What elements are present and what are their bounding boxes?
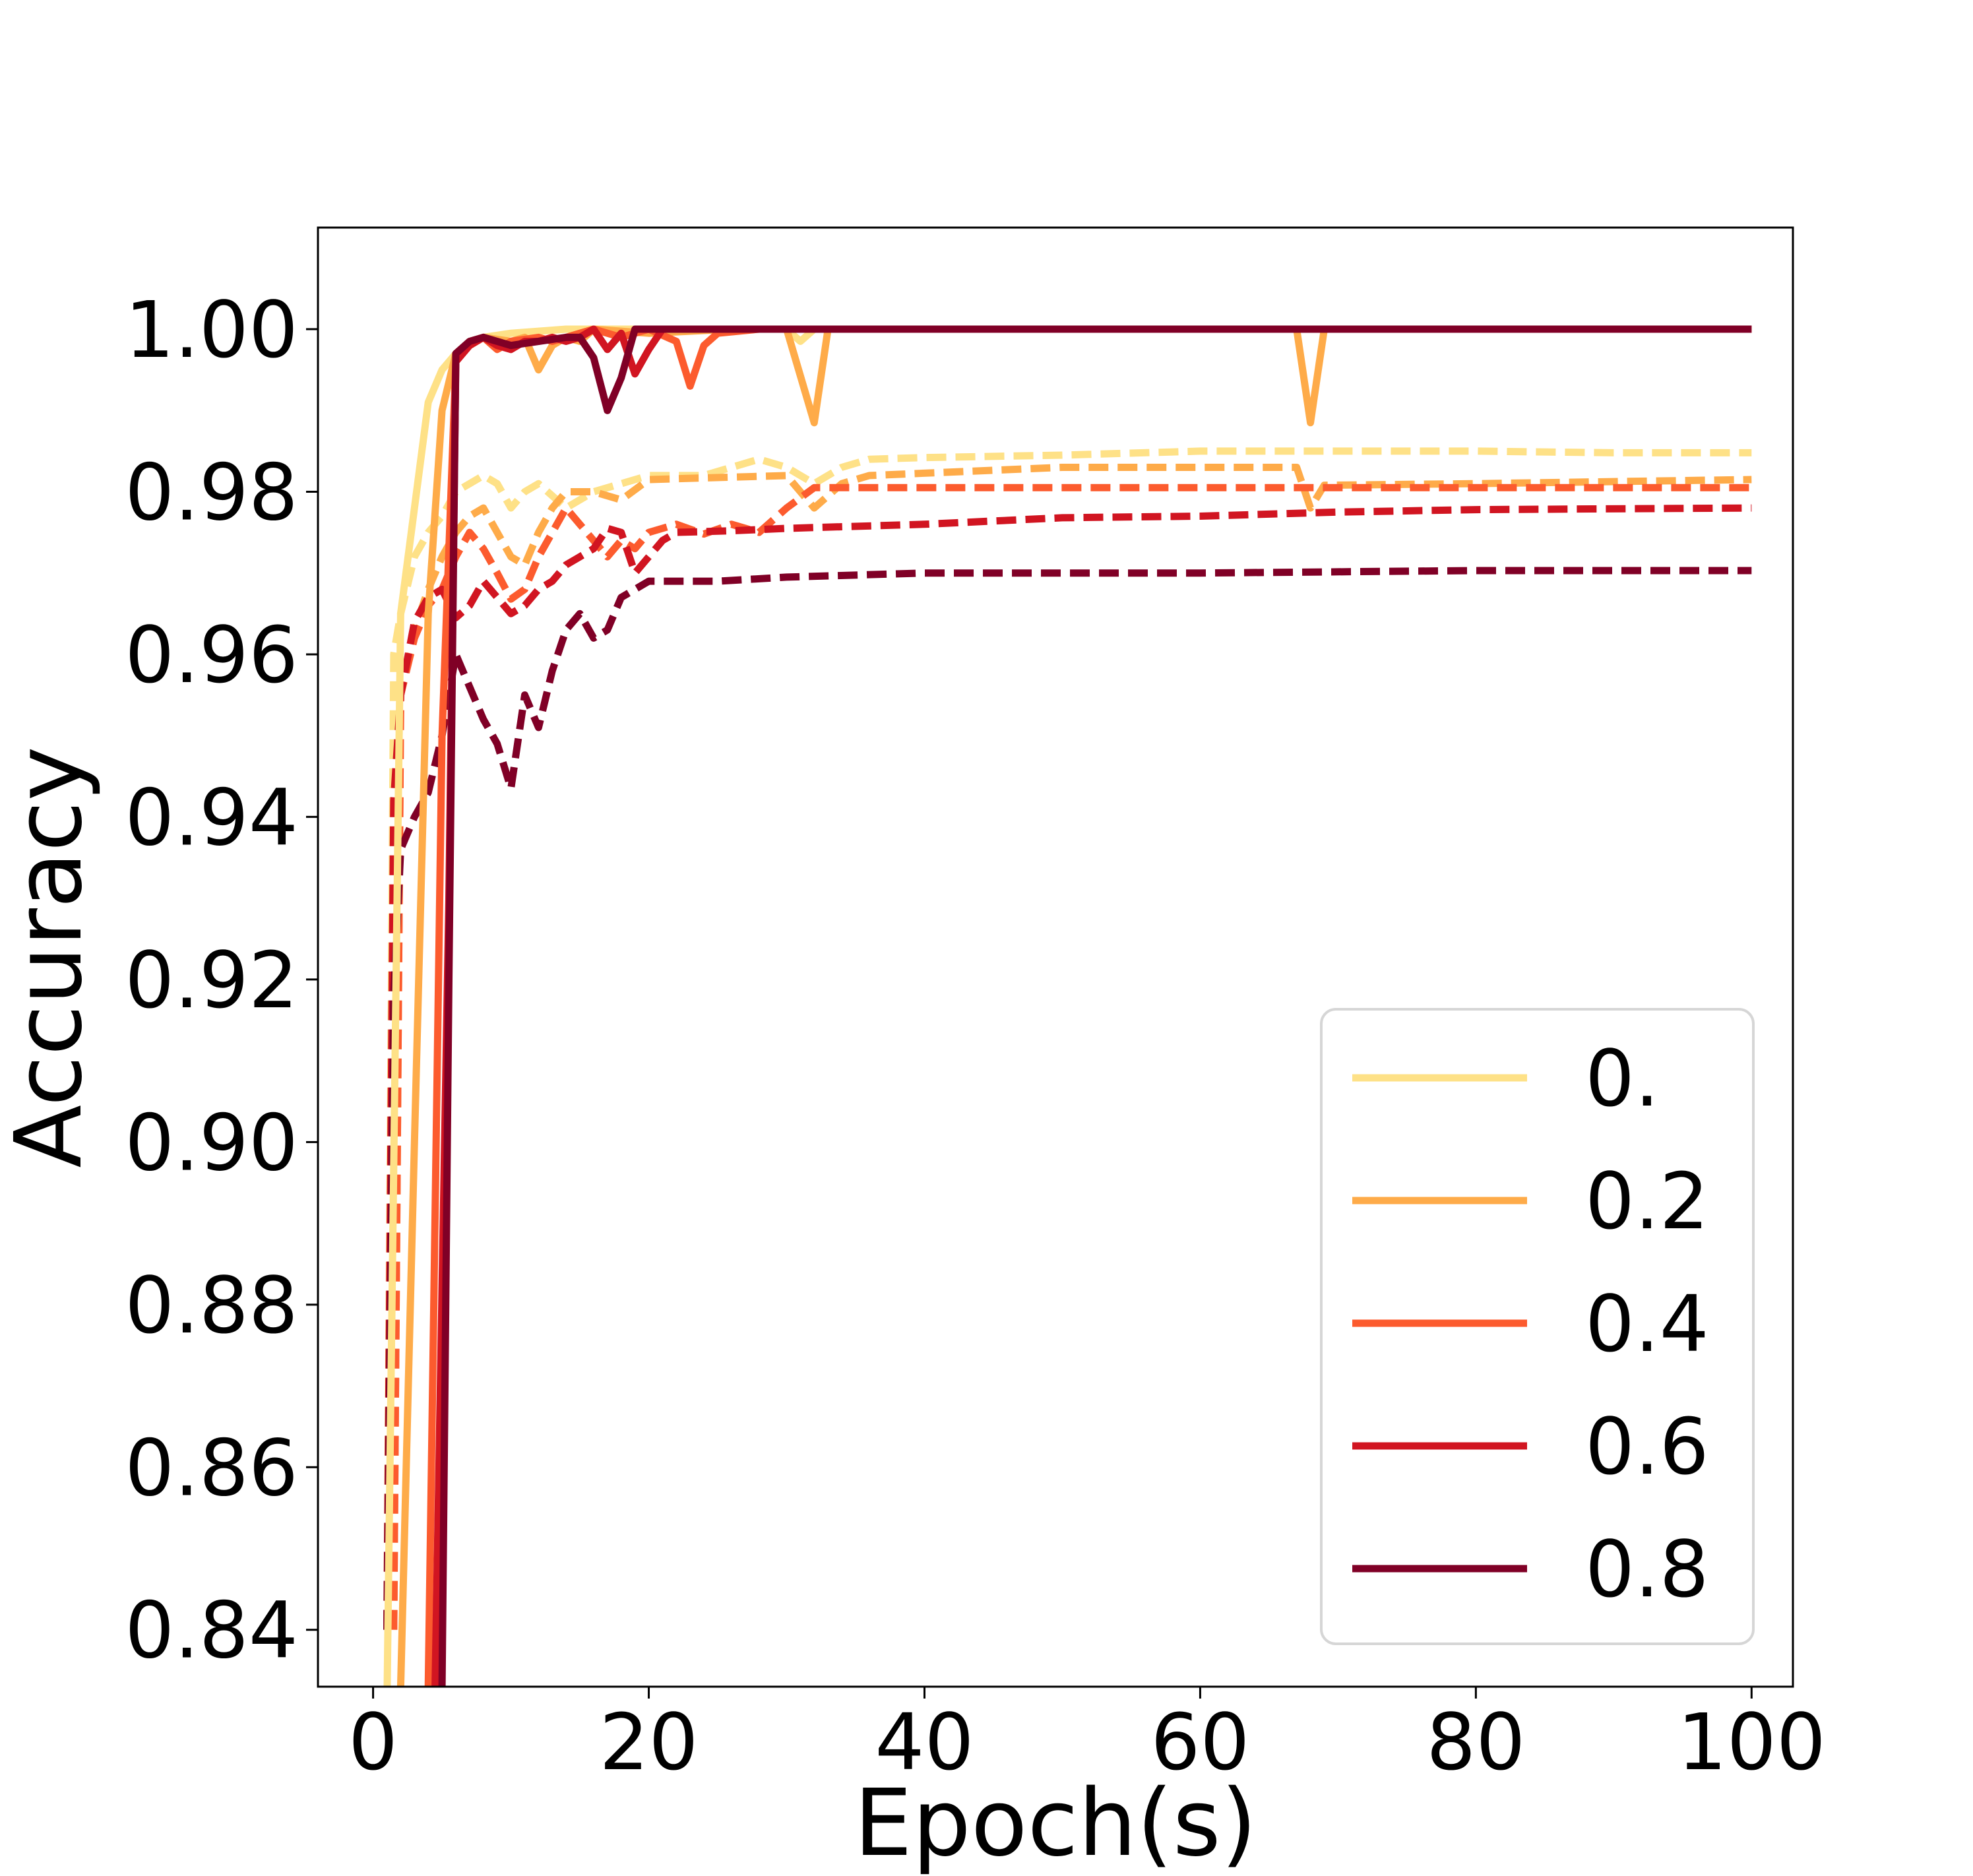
y-axis-label: Accuracy bbox=[0, 746, 103, 1168]
y-axis-ticks: 0.84 0.86 0.88 0.90 0.92 0.94 0.96 0.98 1.00 bbox=[125, 284, 318, 1676]
x-tick-label: 0 bbox=[348, 1697, 398, 1788]
x-axis-ticks: 0 20 40 60 80 100 bbox=[348, 1687, 1826, 1788]
y-tick-label: 0.84 bbox=[125, 1585, 298, 1676]
x-tick-label: 100 bbox=[1677, 1697, 1826, 1788]
series-4-test-line bbox=[383, 567, 1752, 1630]
legend: 0. 0.2 0.4 0.6 0.8 bbox=[1320, 1008, 1755, 1645]
x-tick-label: 40 bbox=[875, 1697, 974, 1788]
series-4-train-line bbox=[438, 325, 1752, 1687]
series-0-test-line bbox=[383, 447, 1752, 1630]
legend-box bbox=[1320, 1008, 1755, 1645]
x-tick-label: 20 bbox=[599, 1697, 698, 1788]
x-tick-label: 80 bbox=[1426, 1697, 1525, 1788]
plot-series bbox=[383, 325, 1752, 1687]
legend-label: 0.4 bbox=[1585, 1278, 1709, 1369]
legend-label: 0.6 bbox=[1585, 1401, 1709, 1492]
y-tick-label: 0.86 bbox=[125, 1422, 298, 1513]
series-3-test-line bbox=[383, 504, 1752, 1630]
y-tick-label: 0.90 bbox=[125, 1097, 298, 1188]
legend-label: 0. bbox=[1585, 1033, 1660, 1124]
plot-frame bbox=[317, 226, 1794, 1688]
y-tick-label: 0.96 bbox=[125, 610, 298, 701]
x-tick-label: 60 bbox=[1150, 1697, 1249, 1788]
legend-label: 0.2 bbox=[1585, 1156, 1709, 1247]
y-tick-label: 0.98 bbox=[125, 447, 298, 538]
y-tick-label: 0.94 bbox=[125, 772, 298, 863]
x-axis-label: Epoch(s) bbox=[854, 1770, 1257, 1876]
y-tick-label: 1.00 bbox=[125, 284, 298, 375]
legend-label: 0.8 bbox=[1585, 1524, 1709, 1615]
y-tick-label: 0.92 bbox=[125, 935, 298, 1026]
y-tick-label: 0.88 bbox=[125, 1260, 298, 1351]
